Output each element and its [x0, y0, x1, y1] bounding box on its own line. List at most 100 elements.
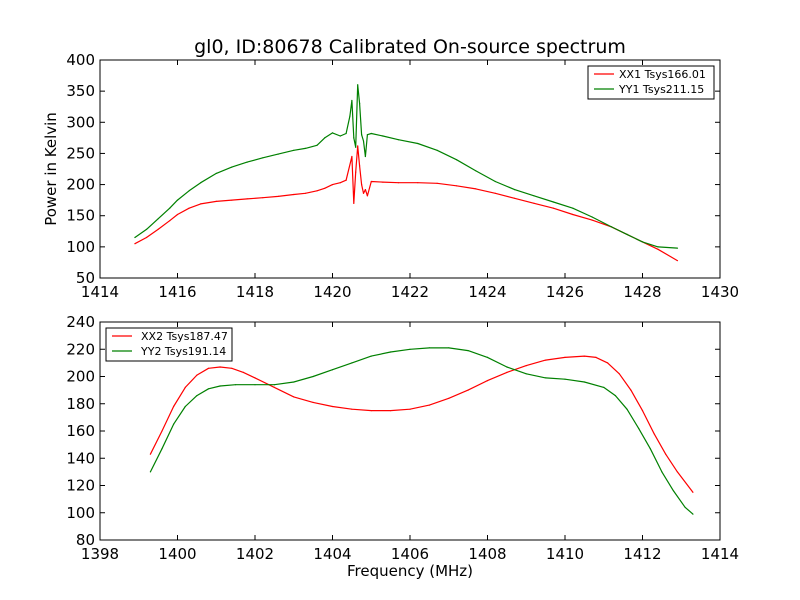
data-point: [684, 506, 686, 508]
data-point: [390, 410, 392, 412]
data-point: [351, 99, 353, 102]
data-point: [572, 213, 574, 216]
data-point: [397, 182, 399, 184]
data-point: [630, 389, 632, 391]
data-point: [564, 378, 566, 380]
data-point: [649, 448, 651, 450]
data-point: [355, 146, 357, 148]
data-point: [215, 172, 217, 174]
data-point: [436, 182, 438, 184]
data-point: [161, 448, 163, 450]
data-point: [349, 115, 351, 117]
data-point: [246, 161, 248, 163]
legend-label-yy2: YY2 Tsys191.14: [140, 345, 226, 358]
y-tick-label: 50: [76, 269, 95, 287]
data-point: [339, 182, 341, 184]
x-tick-label: 1430: [701, 283, 739, 301]
data-point: [370, 180, 372, 183]
data-point: [514, 189, 516, 191]
data-point: [196, 374, 198, 376]
data-point: [184, 405, 186, 408]
data-point: [331, 369, 334, 371]
data-point: [339, 135, 341, 137]
data-point: [207, 367, 210, 369]
data-point: [382, 135, 384, 137]
data-point: [231, 367, 233, 369]
data-point: [351, 408, 353, 410]
data-point: [161, 430, 163, 432]
data-point: [610, 226, 613, 228]
data-point: [417, 142, 419, 145]
x-tick-label: 1408: [468, 545, 506, 563]
data-point: [618, 373, 620, 375]
data-point: [362, 192, 365, 194]
data-point: [676, 260, 679, 262]
y-tick-label: 80: [76, 531, 95, 549]
data-point: [169, 207, 171, 209]
chart-title: gl0, ID:80678 Calibrated On-source spect…: [194, 36, 626, 58]
data-point: [436, 149, 438, 151]
x-tick-label: 1406: [391, 545, 429, 563]
data-point: [355, 171, 357, 173]
series-line-xx1: [134, 145, 678, 262]
data-point: [176, 213, 179, 216]
data-point: [316, 190, 318, 192]
ticks-layer: 1398 1400 1402 1404 1406 1408 1410 1412 1414 80 10…: [66, 313, 739, 563]
data-point: [207, 388, 210, 390]
data-point: [173, 405, 175, 408]
x-tick-label: 1416: [158, 283, 196, 301]
x-tick-label: 1424: [468, 283, 506, 301]
data-point: [364, 189, 366, 191]
x-tick-label: 1428: [623, 283, 661, 301]
x-tick-label: 1402: [236, 545, 274, 563]
y-tick-label: 240: [66, 313, 95, 331]
data-point: [219, 385, 221, 387]
data-point: [157, 218, 159, 220]
y-tick-label: 100: [66, 238, 95, 256]
data-point: [591, 216, 593, 218]
data-point: [149, 471, 151, 473]
y-tick-label: 160: [66, 422, 95, 440]
data-point: [157, 228, 159, 230]
data-point: [390, 351, 392, 353]
y-tick-label: 120: [66, 477, 95, 495]
data-point: [661, 471, 663, 473]
data-point: [475, 188, 477, 190]
data-point: [370, 355, 372, 357]
data-point: [273, 386, 275, 388]
data-point: [235, 384, 237, 386]
data-point: [351, 155, 353, 158]
top-axes: 1414 1416 1418 1420 1422 1424 1426 1428 1430 50 10…: [42, 51, 739, 301]
y-tick-label: 350: [66, 82, 95, 100]
y-tick-label: 140: [66, 449, 95, 467]
legend-label-xx1: XX1 Tsys166.01: [619, 68, 706, 81]
legend-label-xx2: XX2 Tsys187.47: [141, 330, 228, 343]
data-point: [607, 362, 609, 364]
data-point: [545, 377, 547, 379]
data-point: [351, 362, 353, 364]
data-point: [591, 219, 593, 221]
data-point: [428, 404, 430, 406]
data-point: [455, 185, 458, 187]
y-tick-label: 220: [66, 340, 95, 358]
data-point: [145, 228, 148, 230]
data-point: [215, 200, 217, 202]
data-point: [357, 145, 359, 147]
data-point: [231, 199, 233, 201]
data-point: [475, 170, 477, 172]
data-point: [467, 389, 469, 391]
data-point: [196, 395, 198, 397]
data-point: [324, 187, 326, 189]
data-point: [273, 384, 275, 386]
data-point: [277, 153, 279, 155]
data-point: [345, 179, 347, 181]
data-point: [448, 347, 450, 349]
data-point: [293, 381, 295, 383]
data-point: [525, 373, 527, 375]
legend-box: [587, 65, 715, 100]
data-point: [293, 193, 295, 196]
data-point: [533, 195, 535, 197]
data-point: [345, 132, 347, 135]
data-point: [361, 184, 363, 186]
